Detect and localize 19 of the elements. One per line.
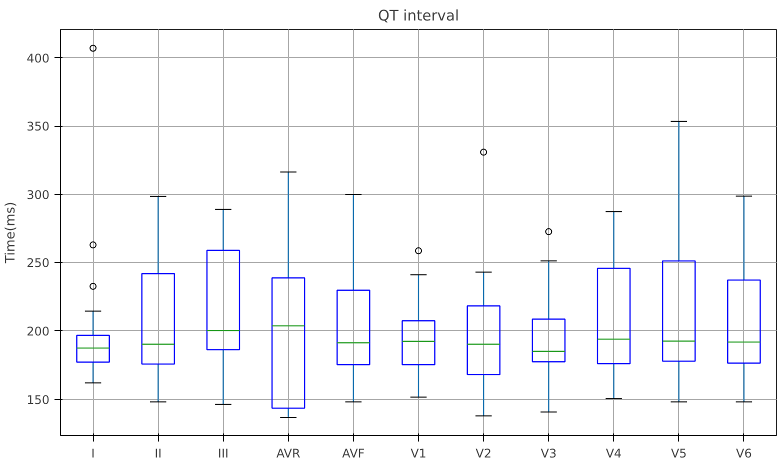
- y-tick-label: 400: [26, 51, 50, 66]
- x-tick-label: V5: [670, 446, 687, 460]
- x-tick-label: V2: [476, 446, 492, 460]
- x-tick-label: AVR: [276, 446, 300, 460]
- x-tick-label: V4: [606, 446, 622, 460]
- x-tick-label: AVF: [342, 446, 365, 460]
- y-tick-label: 200: [26, 324, 50, 338]
- y-tick-label: 350: [26, 120, 50, 134]
- x-tick-label: I: [91, 446, 95, 460]
- x-tick-label: III: [218, 446, 229, 460]
- chart-title: QT interval: [378, 8, 460, 24]
- y-tick-label: 150: [26, 392, 50, 407]
- x-tick-label: V3: [540, 446, 557, 460]
- x-tick-label: V6: [736, 446, 752, 460]
- y-axis-title: Time(ms): [4, 202, 19, 264]
- y-tick-label: 250: [26, 256, 50, 270]
- y-tick-label: 300: [26, 188, 50, 202]
- x-tick-label: II: [154, 446, 162, 460]
- x-tick-label: V1: [410, 446, 426, 460]
